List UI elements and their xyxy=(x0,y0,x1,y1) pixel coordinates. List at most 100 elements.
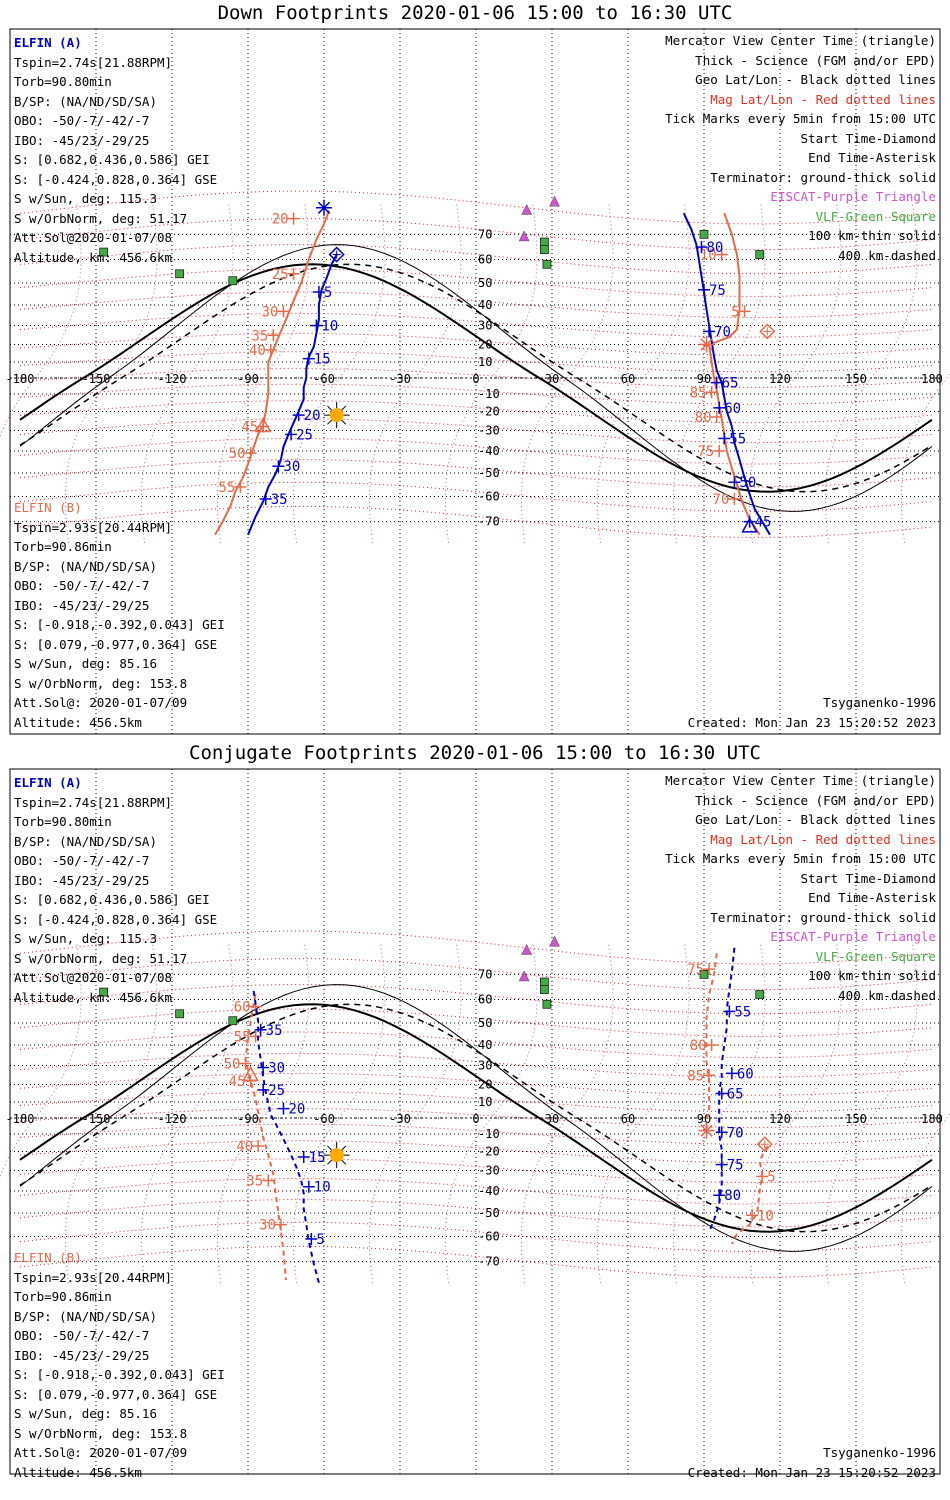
track-tick-label: 35 xyxy=(251,328,268,344)
lon-tick-label: -60 xyxy=(313,372,335,386)
track-tick-label: 60 xyxy=(234,1000,251,1016)
elfin-a-label: ELFIN (A) xyxy=(14,775,82,790)
track-tick-label: 5 xyxy=(731,304,739,320)
track-tick-label: 30 xyxy=(259,1218,276,1234)
mag-parallel xyxy=(19,958,933,991)
map-legend: Mercator View Center Time (triangle) Thi… xyxy=(665,31,936,265)
lon-tick-label: -180 xyxy=(6,372,35,386)
created-timestamp: Created: Mon Jan 23 15:20:52 2023 xyxy=(687,715,936,730)
mag-meridian xyxy=(140,202,234,543)
elfin-b-line: S: [0.079,-0.977,0.364] GSE xyxy=(14,1386,218,1402)
orbit-track xyxy=(247,254,338,536)
vlf-square xyxy=(175,269,185,279)
map-legend: Mercator View Center Time (triangle) Thi… xyxy=(665,771,936,1005)
lon-tick-label: 90 xyxy=(697,372,711,386)
eiscat-triangle xyxy=(518,970,530,982)
mag-meridian xyxy=(444,202,538,543)
legend-item: Mag Lat/Lon - Red dotted lines xyxy=(710,91,936,107)
lat-tick-label: 40 xyxy=(478,1038,492,1052)
legend-item: VLF-Green Square xyxy=(815,948,936,964)
mag-parallel xyxy=(19,1140,933,1164)
track-tick-label: 55 xyxy=(219,480,236,496)
vlf-square xyxy=(755,250,765,259)
legend-item: 100 km-thin solid xyxy=(808,968,936,983)
track-tick-label: 55 xyxy=(234,1029,251,1045)
track-tick-label: 15 xyxy=(314,352,331,368)
track-tick-label: 60 xyxy=(737,1066,754,1082)
track-tick-label: 20 xyxy=(272,212,289,228)
mag-meridian xyxy=(216,942,310,1283)
terminator-400km xyxy=(19,1003,933,1233)
lat-tick-label: 30 xyxy=(478,1059,492,1073)
mag-parallel xyxy=(19,438,933,465)
track-tick-label: 85 xyxy=(687,1068,704,1084)
terminator-100km xyxy=(19,244,933,512)
vlf-square xyxy=(540,977,549,987)
legend-item: 100 km-thin solid xyxy=(808,228,936,243)
track-tick-label: 10 xyxy=(757,1208,774,1224)
mag-meridian xyxy=(596,942,690,1283)
eiscat-triangle xyxy=(549,935,560,947)
vlf-square xyxy=(755,990,765,999)
lon-tick-label: 180 xyxy=(921,1112,943,1126)
legend-item: Tick Marks every 5min from 15:00 UTC xyxy=(665,111,936,126)
map-frame xyxy=(9,28,941,735)
track-tick-label: 5 xyxy=(324,285,332,301)
elfin-b-label: ELFIN (B) xyxy=(14,1250,82,1265)
lat-tick-label: -20 xyxy=(478,1144,500,1158)
center-time-triangle xyxy=(254,416,272,433)
mag-parallel xyxy=(19,481,933,512)
elfin-a-line: Torb=90.80min xyxy=(14,74,112,89)
elfin-b-line: Tspin=2.93s[20.44RPM] xyxy=(14,519,173,535)
mag-parallel xyxy=(19,268,933,297)
orbit-track xyxy=(252,986,320,1284)
track-tick-label: 75 xyxy=(687,962,704,978)
mag-parallel xyxy=(19,1245,933,1278)
elfin-a-line: IBO: -45/23/-29/25 xyxy=(14,132,150,148)
elfin-a-line: S w/OrbNorm, deg: 51.17 xyxy=(14,950,188,966)
vlf-square xyxy=(99,247,108,257)
track-tick-label: 10 xyxy=(700,248,717,264)
mag-meridian xyxy=(368,942,462,1283)
vlf-square xyxy=(175,1009,185,1019)
mag-meridian xyxy=(520,942,614,1283)
lat-tick-label: -50 xyxy=(478,1206,500,1220)
track-tick-label: 80 xyxy=(690,1038,707,1054)
terminator-ground xyxy=(19,263,933,493)
track-tick-label: 20 xyxy=(304,408,321,424)
track-tick-label: 45 xyxy=(241,420,258,436)
legend-item: 400 km-dashed xyxy=(838,987,936,1003)
track-tick-label: 80 xyxy=(695,410,712,426)
track-tick-label: 55 xyxy=(729,431,746,447)
vlf-square xyxy=(699,969,709,979)
track-tick-label: 50 xyxy=(229,446,246,462)
sun-icon xyxy=(329,1148,344,1163)
down-footprints-panel: Down Footprints 2020-01-06 15:00 to 16:3… xyxy=(0,2,950,735)
elfin-b-line: OBO: -50/-7/-42/-7 xyxy=(14,578,150,593)
elfin-b-label: ELFIN (B) xyxy=(14,500,82,515)
conjugate-footprints-map: -180 -150 -120 -90 -60 -30 0 30 60 90 120 150 180 70 6… xyxy=(0,768,950,1475)
lat-tick-label: -50 xyxy=(478,466,500,480)
legend-item: Start Time-Diamond xyxy=(800,870,936,886)
track-tick-label: 65 xyxy=(722,376,739,392)
mag-parallel xyxy=(19,351,933,373)
track-tick-label: 85 xyxy=(690,385,707,401)
track-tick-label: 75 xyxy=(697,444,714,460)
elfin-a-line: S w/Sun, deg: 115.3 xyxy=(14,191,157,206)
sun-icon xyxy=(329,408,344,423)
terminator-100km xyxy=(19,984,933,1252)
track-tick-label: 5 xyxy=(316,1232,324,1248)
lat-tick-label: -20 xyxy=(478,404,500,418)
elfin-b-line: Torb=90.86min xyxy=(14,1289,112,1304)
mag-meridian xyxy=(748,942,842,1283)
track-tick-label: 55 xyxy=(734,1004,751,1020)
legend-item: Geo Lat/Lon - Black dotted lines xyxy=(695,812,936,827)
mag-meridian xyxy=(444,942,538,1283)
elfin-a-line: Att.Sol@2020-01-07/08 xyxy=(14,970,173,985)
elfin-b-line: S: [-0.918,-0.392,0.043] GEI xyxy=(14,1367,225,1382)
elfin-a-line: S: [-0.424,0.828,0.364] GSE xyxy=(14,171,218,187)
center-time-triangle xyxy=(242,1065,259,1081)
elfin-b-line: S: [-0.918,-0.392,0.043] GEI xyxy=(14,617,225,632)
legend-item: EISCAT-Purple Triangle xyxy=(770,189,936,204)
lat-tick-label: -30 xyxy=(478,423,500,437)
